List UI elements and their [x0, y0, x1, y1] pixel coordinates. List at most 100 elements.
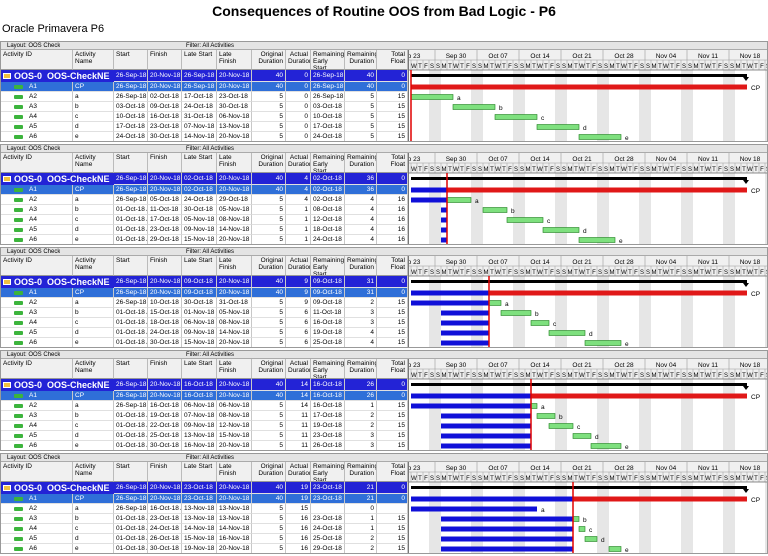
day-letter: S [436, 373, 440, 379]
column-header: Finish [148, 462, 182, 482]
wbs-id-cell: OOS-0 OOS-CheckNE [1, 482, 114, 494]
week-label: Oct 07 [488, 53, 508, 60]
wbs-cell: 09-Oct-18 [311, 276, 345, 288]
day-letter: S [766, 64, 768, 70]
wbs-summary-bar [411, 280, 747, 283]
column-header: Total Float [377, 153, 408, 173]
activity-cell: A6 [1, 338, 73, 347]
bar-label: CP [751, 497, 760, 504]
activity-cell: a [73, 401, 114, 411]
panel: Layout: OOS Check Filter: All Activities A… [0, 41, 768, 142]
panel: Layout: OOS Check Filter: All Activities A… [0, 247, 768, 348]
weekend-shade [687, 70, 693, 141]
weekend-shade [765, 173, 767, 244]
activity-cell: A1 [1, 185, 73, 195]
activity-cell: A2 [1, 298, 73, 308]
activity-cell: 08-Nov-18 [217, 411, 252, 421]
activity-cell: 16 [377, 195, 408, 205]
column-header: Finish [148, 50, 182, 70]
day-letter: S [604, 476, 608, 482]
activity-cell: 01-Oct-18 A [114, 328, 148, 338]
day-letter: F [760, 476, 764, 482]
layout-label: Layout: OOS Check [7, 455, 61, 461]
weekend-shade [687, 482, 693, 553]
day-letter: S [598, 476, 602, 482]
day-letter: T [670, 476, 674, 482]
day-letter: T [460, 167, 464, 173]
day-letter: F [676, 373, 680, 379]
activity-icon [14, 115, 23, 119]
remaining-bar [500, 310, 532, 316]
activity-cell: 0 [286, 122, 311, 132]
activity-cell: 05-Nov-18 [217, 308, 252, 318]
column-header: Total Float [377, 50, 408, 70]
activity-cell: A4 [1, 524, 73, 534]
week-label: Sep 30 [446, 362, 467, 369]
activity-cell: 08-Nov-18 [217, 215, 252, 225]
weekend-shade [681, 70, 687, 141]
day-letter: T [670, 64, 674, 70]
day-letter: T [586, 373, 590, 379]
column-header: Original Duration [252, 153, 286, 173]
bar-label: e [619, 238, 623, 245]
day-letter: F [634, 167, 638, 173]
activity-cell: b [73, 205, 114, 215]
day-letter: M [610, 373, 615, 379]
day-letter: W [621, 373, 627, 379]
day-letter: T [418, 270, 422, 276]
day-letter: T [700, 167, 704, 173]
activity-cell: 23-Oct-18 [148, 122, 182, 132]
day-letter: F [424, 64, 428, 70]
activity-cell: 4 [286, 185, 311, 195]
activity-cell: 11 [286, 421, 311, 431]
weekend-shade [765, 70, 767, 141]
activity-cell: 02-Oct-18 [311, 195, 345, 205]
day-letter: W [705, 270, 711, 276]
remaining-bar [452, 104, 496, 110]
activity-cell: 0 [286, 112, 311, 122]
day-letter: T [448, 270, 452, 276]
actual-bar [441, 516, 573, 522]
activity-cell: b [73, 308, 114, 318]
day-letter: W [747, 373, 753, 379]
weekend-shade [723, 173, 729, 244]
day-letter: T [700, 270, 704, 276]
activity-cell: 20-Nov-18 [217, 288, 252, 298]
activity-cell: 26-Sep-18 A [114, 494, 148, 504]
activity-cell: 26-Sep-18 [182, 82, 217, 92]
activity-cell: 29-Oct-18 [217, 195, 252, 205]
gantt-divider [408, 359, 409, 450]
wbs-cell: 16-Oct-18 [182, 379, 217, 391]
activity-cell: 03-Oct-18 [311, 102, 345, 112]
activity-icon [14, 291, 23, 295]
day-letter: S [724, 373, 728, 379]
column-header: Remaining Early Start [311, 153, 345, 173]
activity-icon [14, 105, 23, 109]
day-letter: M [526, 270, 531, 276]
column-header: Actual Duration [286, 256, 311, 276]
activity-cell: A6 [1, 544, 73, 553]
day-letter: S [430, 64, 434, 70]
activity-cell: 0 [345, 504, 377, 514]
day-letter: T [544, 64, 548, 70]
activity-cell: 14-Nov-18 [217, 328, 252, 338]
activity-cell: 16 [377, 205, 408, 215]
day-letter: S [520, 476, 524, 482]
activity-cell: 9 [286, 298, 311, 308]
activity-cell: 01-Oct-18 A [114, 524, 148, 534]
activity-cell: 13-Nov-18 [217, 504, 252, 514]
weekend-shade [639, 173, 645, 244]
activity-cell: 5 [252, 338, 286, 347]
activity-cell: 20-Nov-18 [217, 494, 252, 504]
activity-cell: 15-Nov-18 [182, 338, 217, 347]
weekend-shade [429, 379, 435, 450]
activity-cell: 5 [252, 195, 286, 205]
wbs-row-bg [1, 70, 408, 82]
week-label: Nov 18 [740, 465, 761, 472]
wbs-id: OOS-0 [14, 483, 43, 493]
remaining-bar [410, 94, 454, 100]
activity-icon [14, 527, 23, 531]
day-letter: W [579, 64, 585, 70]
wbs-cell: 26-Sep-18 [114, 379, 148, 391]
activity-cell: 23-Oct-18 [311, 514, 345, 524]
